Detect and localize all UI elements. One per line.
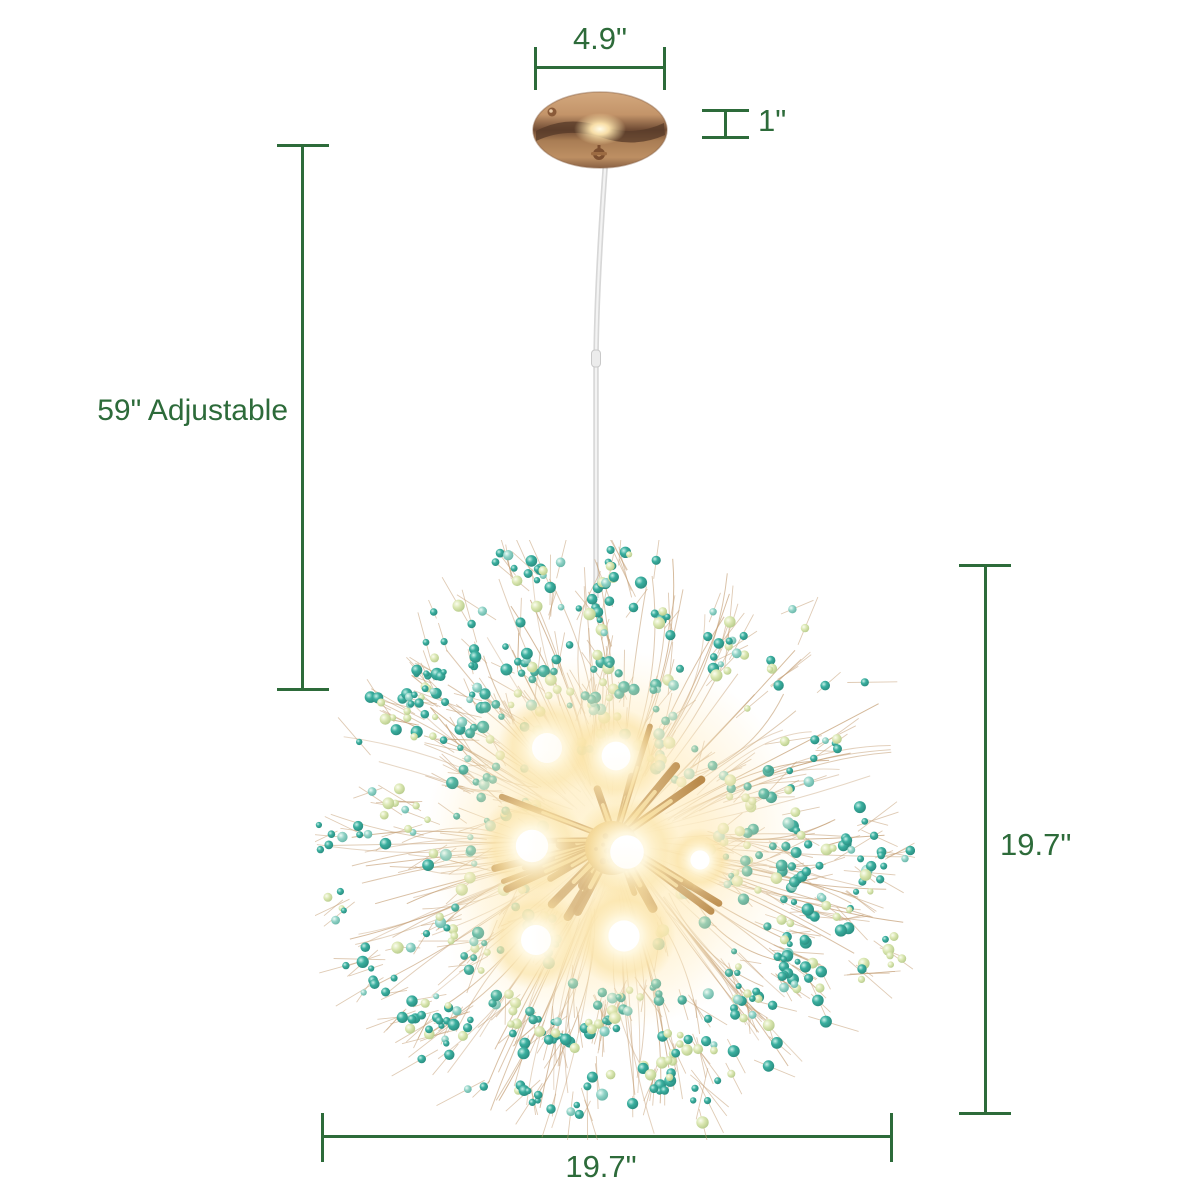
dim-sphere-height-line — [984, 564, 987, 1115]
dim-sphere-height-label: 19.7" — [1000, 827, 1072, 862]
cord-connector — [591, 349, 601, 368]
hanging-cord — [556, 148, 646, 608]
dim-canopy-width-line — [534, 66, 666, 69]
dim-cord-line — [301, 144, 304, 691]
dim-sphere-width-cap-right — [890, 1113, 893, 1162]
chandelier-sphere — [315, 540, 915, 1140]
dim-sphere-width-line — [321, 1135, 893, 1138]
dim-canopy-width-label: 4.9" — [572, 21, 628, 56]
dim-canopy-width-cap-left — [534, 47, 537, 90]
ceiling-canopy — [520, 85, 680, 175]
canopy-keyhole — [591, 145, 607, 160]
chandelier-bulbs — [434, 658, 758, 1030]
dim-canopy-height-line — [724, 109, 727, 139]
dim-sphere-height-cap-bottom — [959, 1112, 1011, 1115]
dim-sphere-width-label: 19.7" — [565, 1149, 637, 1184]
dim-cord-cap-bottom — [277, 688, 329, 691]
dim-canopy-width-cap-right — [663, 47, 666, 90]
dim-canopy-height-label: 1" — [758, 103, 787, 138]
canopy-center-glow — [574, 113, 626, 145]
dim-cord-length-label: 59" Adjustable — [97, 394, 288, 427]
